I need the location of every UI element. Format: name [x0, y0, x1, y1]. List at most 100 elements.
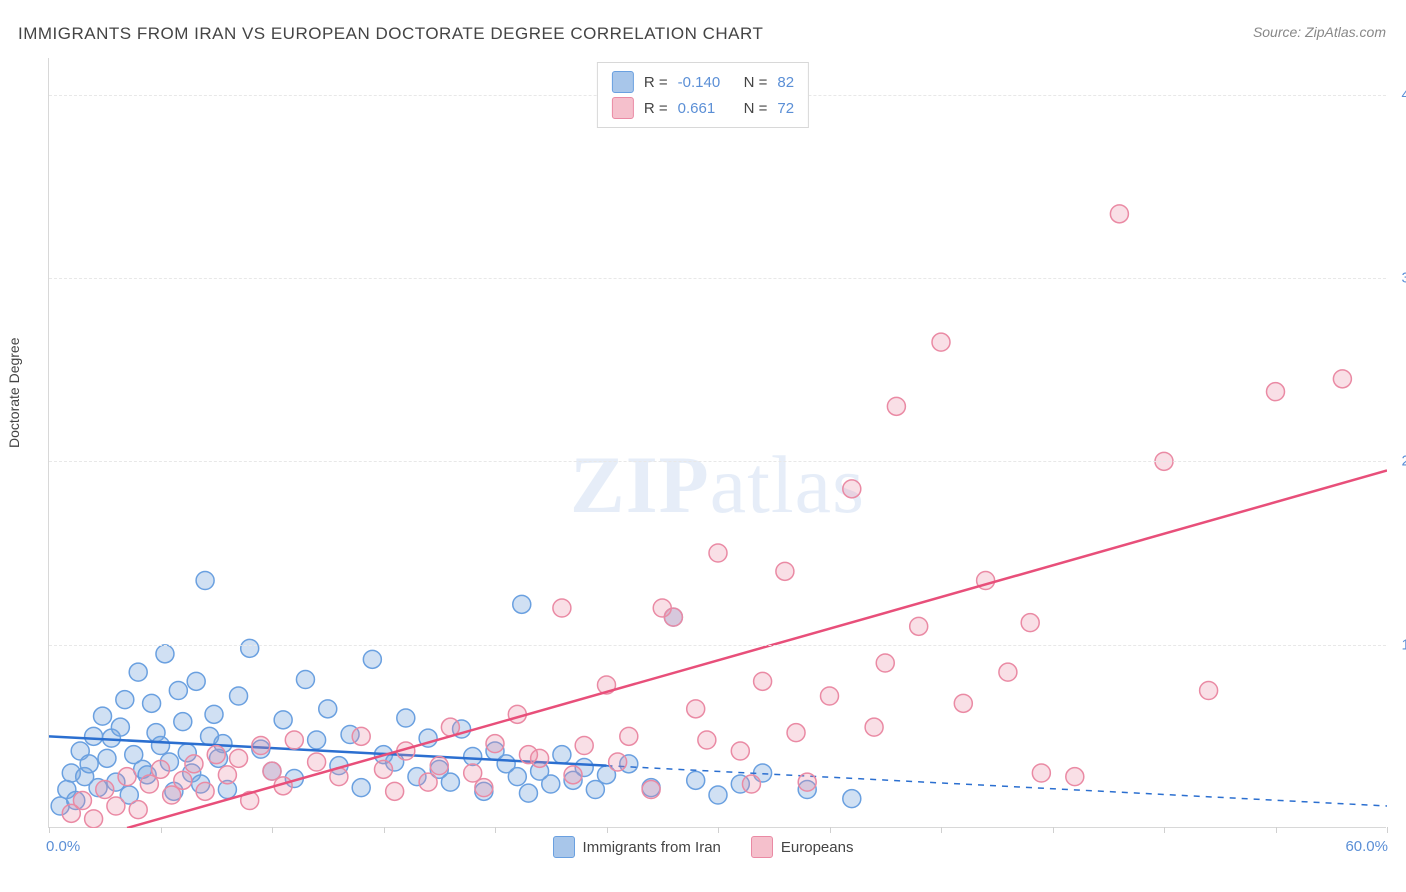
gridline	[49, 461, 1386, 462]
scatter-point-iran	[363, 650, 381, 668]
scatter-point-euro	[486, 735, 504, 753]
scatter-point-euro	[709, 544, 727, 562]
y-axis-title: Doctorate Degree	[6, 337, 22, 448]
source-attribution: Source: ZipAtlas.com	[1253, 24, 1386, 40]
scatter-point-euro	[207, 746, 225, 764]
scatter-point-euro	[575, 737, 593, 755]
scatter-point-euro	[932, 333, 950, 351]
scatter-point-euro	[419, 773, 437, 791]
scatter-point-euro	[85, 810, 103, 828]
scatter-point-iran	[129, 663, 147, 681]
scatter-point-iran	[513, 595, 531, 613]
scatter-point-euro	[174, 771, 192, 789]
scatter-point-euro	[910, 617, 928, 635]
scatter-point-iran	[274, 711, 292, 729]
scatter-point-euro	[553, 599, 571, 617]
scatter-point-euro	[352, 727, 370, 745]
scatter-point-euro	[107, 797, 125, 815]
scatter-point-euro	[787, 724, 805, 742]
x-tick	[607, 827, 608, 833]
scatter-point-iran	[230, 687, 248, 705]
y-tick-label: 20.0%	[1394, 453, 1406, 470]
scatter-point-euro	[798, 773, 816, 791]
scatter-point-euro	[230, 749, 248, 767]
x-tick	[272, 827, 273, 833]
chart-plot-area: ZIPatlas 10.0%20.0%30.0%40.0%	[48, 58, 1386, 828]
corr-row-euro: R = 0.661 N = 72	[612, 95, 794, 121]
corr-row-iran: R =-0.140N =82	[612, 69, 794, 95]
scatter-point-euro	[285, 731, 303, 749]
scatter-point-iran	[80, 755, 98, 773]
scatter-point-iran	[187, 672, 205, 690]
scatter-point-iran	[296, 671, 314, 689]
x-tick	[830, 827, 831, 833]
scatter-point-iran	[111, 718, 129, 736]
corr-swatch-euro	[612, 97, 634, 119]
scatter-point-iran	[116, 691, 134, 709]
scatter-point-euro	[876, 654, 894, 672]
scatter-point-euro	[754, 672, 772, 690]
scatter-point-euro	[1267, 383, 1285, 401]
scatter-point-iran	[508, 768, 526, 786]
corr-r-value-iran: -0.140	[678, 74, 734, 91]
scatter-point-euro	[999, 663, 1017, 681]
chart-title: IMMIGRANTS FROM IRAN VS EUROPEAN DOCTORA…	[18, 24, 763, 44]
scatter-point-euro	[742, 775, 760, 793]
scatter-point-euro	[1110, 205, 1128, 223]
scatter-point-iran	[85, 727, 103, 745]
scatter-point-euro	[1200, 682, 1218, 700]
scatter-svg	[49, 58, 1387, 828]
scatter-point-iran	[843, 790, 861, 808]
x-tick	[495, 827, 496, 833]
x-tick	[1053, 827, 1054, 833]
scatter-point-euro	[196, 782, 214, 800]
scatter-point-iran	[687, 771, 705, 789]
scatter-point-euro	[609, 753, 627, 771]
scatter-point-euro	[73, 792, 91, 810]
scatter-point-euro	[185, 755, 203, 773]
gridline	[49, 278, 1386, 279]
scatter-point-iran	[196, 572, 214, 590]
scatter-point-euro	[687, 700, 705, 718]
x-tick	[1164, 827, 1165, 833]
scatter-point-euro	[96, 781, 114, 799]
scatter-point-iran	[319, 700, 337, 718]
x-tick	[718, 827, 719, 833]
scatter-point-iran	[352, 779, 370, 797]
x-tick	[1387, 827, 1388, 833]
corr-n-label: N =	[744, 100, 768, 117]
y-tick-label: 10.0%	[1394, 636, 1406, 653]
scatter-point-iran	[308, 731, 326, 749]
scatter-point-iran	[464, 748, 482, 766]
scatter-point-euro	[1032, 764, 1050, 782]
scatter-point-euro	[954, 694, 972, 712]
scatter-point-euro	[252, 737, 270, 755]
scatter-point-euro	[519, 746, 537, 764]
corr-n-value-euro: 72	[777, 100, 794, 117]
scatter-point-euro	[887, 397, 905, 415]
x-tick	[161, 827, 162, 833]
scatter-point-iran	[143, 694, 161, 712]
scatter-point-euro	[642, 781, 660, 799]
scatter-point-iran	[553, 746, 571, 764]
bottom-legend: Immigrants from IranEuropeans	[0, 836, 1406, 858]
scatter-point-iran	[709, 786, 727, 804]
scatter-point-iran	[441, 773, 459, 791]
scatter-point-iran	[241, 639, 259, 657]
scatter-point-iran	[542, 775, 560, 793]
scatter-point-iran	[169, 682, 187, 700]
x-tick	[384, 827, 385, 833]
scatter-point-euro	[375, 760, 393, 778]
scatter-point-euro	[564, 766, 582, 784]
scatter-point-euro	[698, 731, 716, 749]
scatter-point-euro	[430, 757, 448, 775]
corr-r-value-euro: 0.661	[678, 100, 734, 117]
scatter-point-euro	[1333, 370, 1351, 388]
corr-r-label: R =	[644, 100, 668, 117]
scatter-point-euro	[1021, 614, 1039, 632]
x-tick	[1276, 827, 1277, 833]
corr-n-label: N =	[744, 74, 768, 91]
scatter-point-iran	[98, 749, 116, 767]
gridline	[49, 645, 1386, 646]
scatter-point-euro	[218, 766, 236, 784]
